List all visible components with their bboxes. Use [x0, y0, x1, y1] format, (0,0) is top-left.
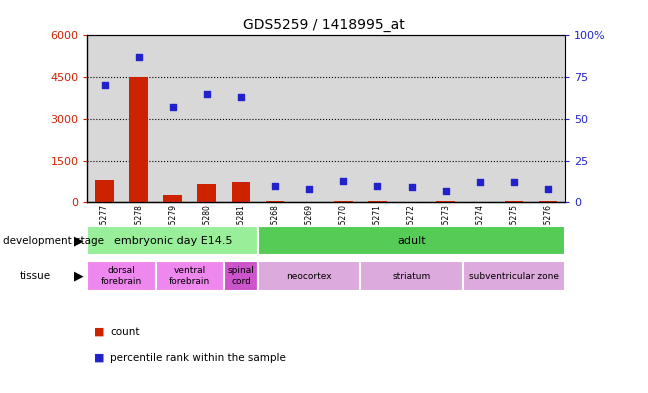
Point: [338, 178, 349, 184]
Point: [168, 104, 178, 110]
Point: [543, 186, 553, 192]
Bar: [87, 35, 122, 202]
Bar: [360, 261, 463, 291]
Bar: [334, 201, 353, 202]
Text: ■: ■: [94, 353, 104, 363]
Text: GDS5259 / 1418995_at: GDS5259 / 1418995_at: [243, 18, 405, 32]
Bar: [95, 180, 114, 202]
Bar: [258, 226, 565, 255]
Point: [474, 179, 485, 185]
Bar: [531, 35, 565, 202]
Text: embryonic day E14.5: embryonic day E14.5: [113, 236, 232, 246]
Point: [406, 184, 417, 191]
Bar: [258, 261, 360, 291]
Bar: [463, 261, 565, 291]
Text: count: count: [110, 327, 140, 337]
Point: [304, 186, 314, 192]
Text: dorsal
forebrain: dorsal forebrain: [101, 266, 142, 286]
Bar: [436, 201, 455, 202]
Text: adult: adult: [397, 236, 426, 246]
Bar: [538, 201, 557, 202]
Text: neocortex: neocortex: [286, 272, 332, 281]
Point: [236, 94, 246, 100]
Bar: [190, 35, 224, 202]
Bar: [87, 261, 156, 291]
Text: ■: ■: [94, 327, 104, 337]
Bar: [360, 35, 395, 202]
Bar: [224, 35, 258, 202]
Bar: [87, 226, 258, 255]
Text: percentile rank within the sample: percentile rank within the sample: [110, 353, 286, 363]
Bar: [395, 35, 428, 202]
Bar: [156, 35, 190, 202]
Bar: [122, 35, 156, 202]
Point: [202, 91, 212, 97]
Bar: [368, 201, 387, 202]
Bar: [266, 201, 284, 202]
Bar: [129, 77, 148, 202]
Text: spinal
cord: spinal cord: [227, 266, 255, 286]
Point: [441, 187, 451, 194]
Point: [99, 83, 110, 89]
Bar: [497, 35, 531, 202]
Bar: [156, 261, 224, 291]
Point: [372, 182, 382, 189]
Point: [509, 179, 519, 185]
Point: [270, 182, 281, 189]
Text: development stage: development stage: [3, 236, 104, 246]
Bar: [428, 35, 463, 202]
Bar: [327, 35, 360, 202]
Text: striatum: striatum: [393, 272, 431, 281]
Text: ventral
forebrain: ventral forebrain: [169, 266, 211, 286]
Bar: [198, 184, 216, 202]
Bar: [163, 195, 182, 202]
Point: [133, 54, 144, 60]
Bar: [463, 35, 497, 202]
Bar: [258, 35, 292, 202]
Text: tissue: tissue: [19, 271, 51, 281]
Text: subventricular zone: subventricular zone: [469, 272, 559, 281]
Bar: [224, 261, 258, 291]
Bar: [505, 201, 524, 202]
Bar: [231, 182, 250, 202]
Text: ▶: ▶: [75, 270, 84, 283]
Text: ▶: ▶: [75, 234, 84, 247]
Bar: [292, 35, 327, 202]
